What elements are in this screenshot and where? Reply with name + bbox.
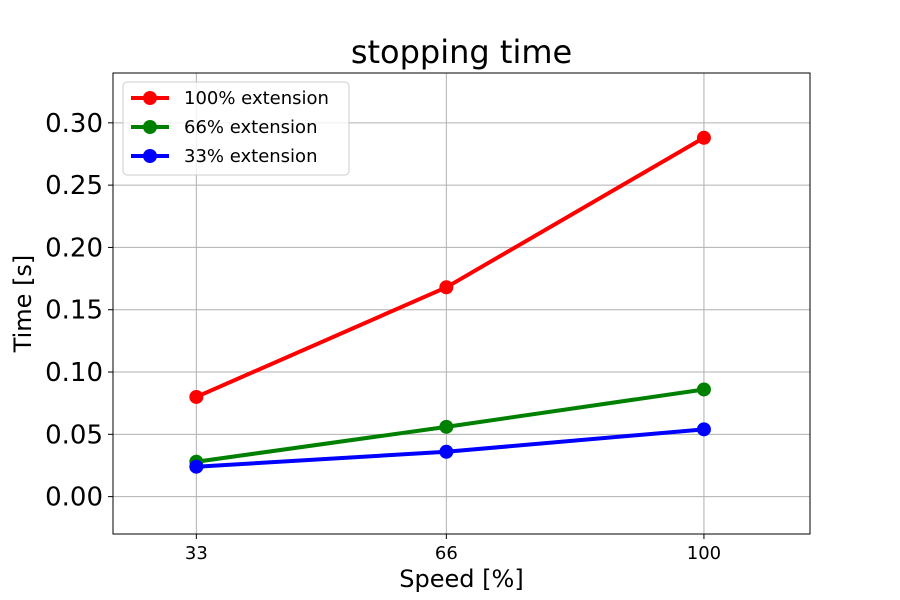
legend-item: 66% extension (131, 117, 317, 138)
y-tick-label: 0.05 (45, 420, 103, 450)
legend-marker (143, 91, 157, 105)
legend-label: 100% extension (184, 88, 329, 109)
grid-layer (113, 73, 810, 534)
x-tick-label: 66 (435, 543, 458, 564)
legend-marker (143, 120, 157, 134)
y-tick-label: 0.30 (45, 109, 103, 139)
x-tick-label: 33 (185, 543, 208, 564)
y-tick-label: 0.15 (45, 296, 103, 326)
data-point (189, 459, 204, 474)
series-layer (189, 130, 711, 474)
y-tick-label: 0.00 (45, 483, 103, 513)
y-tick-label: 0.20 (45, 233, 103, 263)
chart-title: stopping time (351, 33, 572, 71)
legend: 100% extension 66% extension 33% extension (122, 81, 350, 176)
legend-box (122, 81, 350, 176)
x-tick-label: 100 (687, 543, 721, 564)
data-point (696, 382, 711, 397)
axes-frame (112, 72, 811, 535)
data-point (439, 280, 454, 295)
legend-marker (143, 149, 157, 163)
legend-item: 33% extension (131, 146, 317, 167)
series-group (189, 130, 711, 404)
series-line (195, 136, 705, 399)
ticks-layer: 33 66 100 0.00 0.05 0.10 0.15 0.20 0.25 0.30 (45, 109, 721, 564)
x-axis-label: Speed [%] (399, 565, 523, 593)
legend-label: 33% extension (184, 146, 317, 167)
data-point (439, 444, 454, 459)
series-group (189, 422, 711, 474)
y-tick-label: 0.25 (45, 171, 103, 201)
legend-label: 66% extension (184, 117, 317, 138)
y-axis-label: Time [s] (9, 255, 37, 354)
y-tick-label: 0.10 (45, 358, 103, 388)
data-point (696, 130, 711, 145)
data-point (189, 389, 204, 404)
legend-item: 100% extension (131, 88, 329, 109)
data-point (439, 419, 454, 434)
data-point (696, 422, 711, 437)
